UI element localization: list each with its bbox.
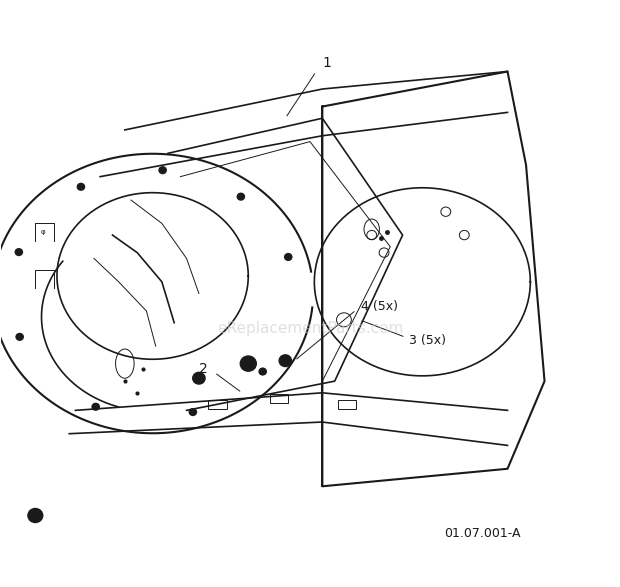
Circle shape xyxy=(284,253,293,261)
Circle shape xyxy=(237,193,245,201)
Text: 01.07.001-A: 01.07.001-A xyxy=(445,527,521,539)
Circle shape xyxy=(77,183,86,191)
Text: 3 (5x): 3 (5x) xyxy=(409,334,446,347)
Circle shape xyxy=(158,166,167,174)
Text: 2: 2 xyxy=(200,362,208,376)
Text: eReplacementParts.com: eReplacementParts.com xyxy=(217,321,403,336)
Circle shape xyxy=(28,508,43,522)
Circle shape xyxy=(14,248,23,256)
Circle shape xyxy=(259,367,267,376)
Circle shape xyxy=(16,333,24,341)
Text: φ: φ xyxy=(41,229,46,235)
Text: 4 (5x): 4 (5x) xyxy=(361,301,397,313)
Circle shape xyxy=(91,403,100,411)
Circle shape xyxy=(241,356,256,371)
Circle shape xyxy=(279,355,291,366)
Circle shape xyxy=(193,372,205,384)
Circle shape xyxy=(188,408,197,416)
Text: 1: 1 xyxy=(322,56,331,70)
